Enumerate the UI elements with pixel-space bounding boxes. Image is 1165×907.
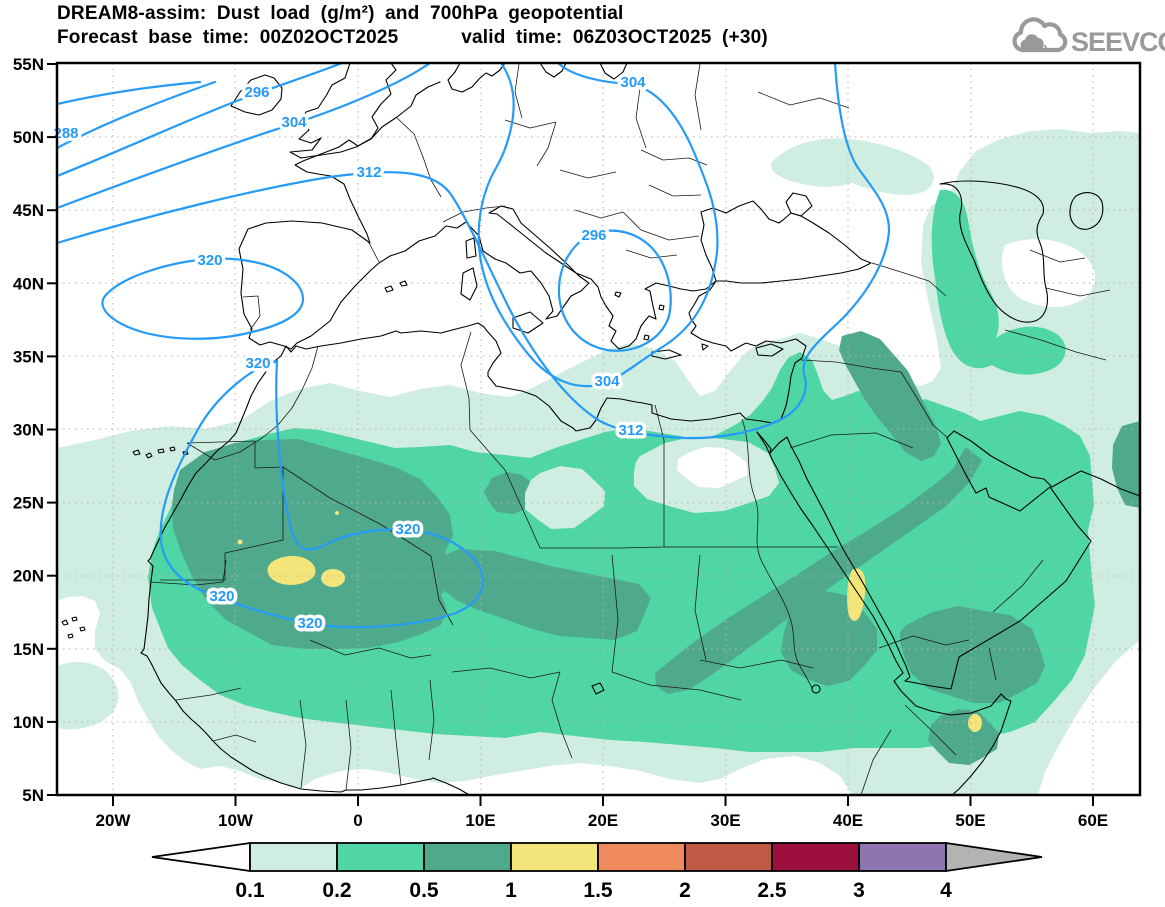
colorbar-tick-label: 0.1 xyxy=(235,879,265,902)
x-tick-label: 30E xyxy=(710,811,740,830)
colorbar-over-arrow xyxy=(945,841,1043,873)
contour-label: 320 xyxy=(209,588,234,605)
colorbar-cell xyxy=(858,842,947,872)
colorbar-under-arrow xyxy=(151,841,251,873)
y-tick-label: 20N xyxy=(13,567,44,586)
y-tick-label: 25N xyxy=(13,494,44,513)
colorbar-cell xyxy=(249,842,338,872)
dust-fill-layer xyxy=(57,129,1140,795)
contour-label: 312 xyxy=(618,422,643,439)
colorbar-tick-label: 0.5 xyxy=(409,879,439,902)
y-tick-label: 40N xyxy=(13,274,44,293)
seevccc-logo: » SEEVCCC xyxy=(1012,17,1165,57)
colorbar-tick-label: 2.5 xyxy=(757,879,787,902)
y-tick-label: 5N xyxy=(22,786,44,805)
contour-label: 312 xyxy=(356,164,381,181)
x-tick-label: 60E xyxy=(1078,811,1108,830)
y-tick-label: 50N xyxy=(13,128,44,147)
x-tick-label: 10W xyxy=(218,811,254,830)
x-tick-label: 0 xyxy=(353,811,362,830)
x-tick-label: 20W xyxy=(96,811,132,830)
x-tick-label: 20E xyxy=(588,811,618,830)
colorbar-cell xyxy=(597,842,686,872)
contour-label: 320 xyxy=(245,355,270,372)
x-tick-label: 50E xyxy=(955,811,985,830)
contour-label: 288 xyxy=(53,125,78,142)
colorbar-cell xyxy=(684,842,773,872)
colorbar-cell xyxy=(771,842,860,872)
contour-label: 304 xyxy=(594,373,620,390)
chart-subtitle: Forecast base time: 00Z02OCT2025 valid t… xyxy=(57,27,768,48)
contour-label: 320 xyxy=(395,521,420,538)
contour-label: 296 xyxy=(244,84,269,101)
chart-title: DREAM8-assim: Dust load (g/m²) and 700hP… xyxy=(57,3,624,24)
x-axis: 20W 10W 0 10E 20E 30E 40E 50E 60E xyxy=(96,795,1108,830)
contour-label: 320 xyxy=(297,615,322,632)
contour-label: 304 xyxy=(620,74,646,91)
colorbar-tick-label: 3 xyxy=(853,879,865,902)
y-tick-label: 35N xyxy=(13,347,44,366)
colorbar: 0.1 0.2 0.5 1 1.5 2 2.5 3 4 xyxy=(151,841,1043,902)
contour-label: 304 xyxy=(281,114,307,131)
colorbar-cell xyxy=(423,842,512,872)
x-tick-label: 40E xyxy=(833,811,863,830)
contour-label: 296 xyxy=(581,227,606,244)
contour-label-layer: 288 296 304 312 304 296 304 312 320 320 320 320 320 xyxy=(50,71,650,636)
colorbar-tick-label: 2 xyxy=(679,879,691,902)
colorbar-tick-label: 1 xyxy=(505,879,517,902)
logo-text: SEEVCCC xyxy=(1071,27,1165,57)
chevron-icon: » xyxy=(1039,39,1048,56)
y-tick-label: 55N xyxy=(13,55,44,74)
country-borders xyxy=(149,63,1111,795)
colorbar-cell xyxy=(336,842,425,872)
coastlines xyxy=(61,63,1140,795)
x-tick-label: 10E xyxy=(465,811,495,830)
y-axis: 55N 50N 45N 40N 35N 30N 25N 20N 15N 10N 5N xyxy=(13,55,57,805)
colorbar-tick-label: 4 xyxy=(940,879,952,902)
map-canvas: 288296304312304296304312320320320320320 … xyxy=(13,17,1165,830)
colorbar-cell xyxy=(510,842,599,872)
colorbar-tick-label: 1.5 xyxy=(583,879,613,902)
geopotential-contours xyxy=(57,63,891,629)
y-tick-label: 10N xyxy=(13,713,44,732)
colorbar-tick-label: 0.2 xyxy=(322,879,351,902)
contour-label: 320 xyxy=(197,252,222,269)
y-tick-label: 15N xyxy=(13,640,44,659)
y-tick-label: 45N xyxy=(13,201,44,220)
y-tick-label: 30N xyxy=(13,421,44,440)
graticule xyxy=(57,63,1140,795)
cloud-icon-inner xyxy=(1020,34,1044,50)
